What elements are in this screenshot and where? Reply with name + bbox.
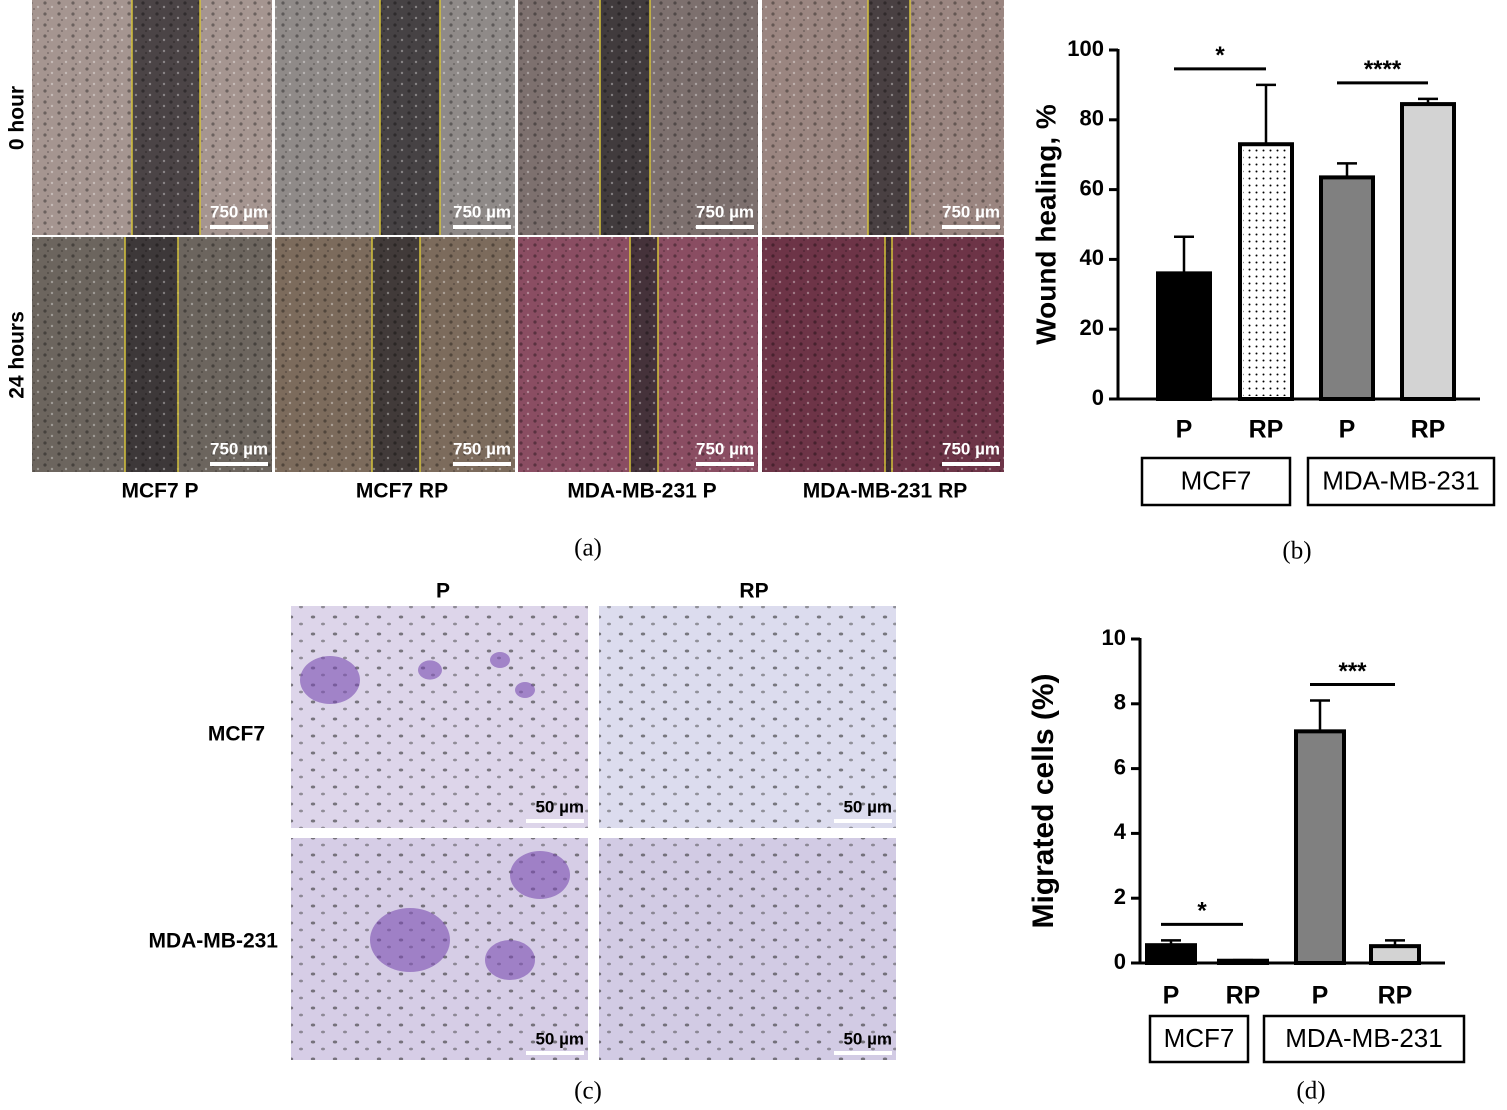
bar [1400, 102, 1456, 401]
scale-bar-label: 750 µm [210, 202, 268, 221]
scale-bar-label: 750 µm [696, 202, 754, 221]
significance-label: **** [1364, 56, 1402, 83]
column-label: RP [739, 580, 768, 603]
column-label: P [436, 580, 450, 603]
texture [762, 0, 1004, 235]
significance-label: * [1197, 898, 1207, 925]
y-tick-label: 0 [1092, 385, 1104, 410]
stained-cells [510, 851, 570, 899]
stained-cells [515, 682, 535, 698]
y-tick-label: 10 [1102, 625, 1126, 650]
row-label: MCF7 [208, 723, 265, 746]
x-tick-label: P [1176, 416, 1193, 444]
group-box [1140, 456, 1292, 507]
scale-bar-label: 750 µm [453, 439, 511, 458]
texture [518, 237, 758, 472]
group-label: MCF7 [1164, 1023, 1235, 1053]
texture [762, 237, 1004, 472]
column-label: MDA-MB-231 RP [803, 480, 968, 503]
bar [1369, 944, 1421, 965]
significance-label: * [1215, 42, 1225, 69]
x-tick-label: RP [1249, 416, 1284, 444]
column-label: MDA-MB-231 P [567, 480, 716, 503]
x-tick-label: P [1163, 982, 1180, 1010]
panel-caption: (b) [1282, 538, 1311, 565]
texture [275, 237, 515, 472]
stained-cells [300, 656, 360, 704]
scale-bar-label: 750 µm [696, 439, 754, 458]
x-tick-label: P [1312, 982, 1329, 1010]
bar [1156, 271, 1212, 401]
texture [32, 0, 272, 235]
bar [1294, 729, 1346, 966]
stained-cells [418, 660, 442, 680]
group-label: MDA-MB-231 [1322, 465, 1479, 495]
panel-caption: (a) [574, 535, 602, 562]
error-bar [1256, 83, 1276, 145]
y-tick-label: 80 [1080, 106, 1104, 131]
scale-bar-label: 50 µm [843, 1029, 892, 1048]
group-box [1262, 1014, 1466, 1064]
row-label: 0 hour [6, 86, 29, 150]
y-tick-label: 60 [1080, 175, 1104, 200]
x-tick-label: P [1339, 416, 1356, 444]
y-tick-label: 4 [1114, 819, 1127, 844]
significance-label: *** [1338, 658, 1367, 685]
y-axis-label: Wound healing, % [1030, 104, 1061, 345]
scale-bar-label: 750 µm [210, 439, 268, 458]
texture [275, 0, 515, 235]
group-box [1306, 456, 1496, 507]
scale-bar-label: 50 µm [535, 797, 584, 816]
error-bar [1310, 699, 1330, 732]
bar [1145, 943, 1197, 965]
bar [1319, 175, 1375, 401]
scale-bar-label: 750 µm [453, 202, 511, 221]
group-label: MDA-MB-231 [1285, 1023, 1442, 1053]
scale-bar-label: 750 µm [942, 439, 1000, 458]
stained-cells [485, 940, 535, 980]
y-axis-label: Migrated cells (%) [1027, 673, 1060, 928]
y-tick-label: 6 [1114, 754, 1126, 779]
y-tick-label: 20 [1080, 315, 1104, 340]
x-tick-label: RP [1226, 982, 1261, 1010]
scale-bar-label: 50 µm [843, 797, 892, 816]
column-label: MCF7 RP [356, 480, 448, 503]
row-label: MDA-MB-231 [148, 930, 278, 953]
stained-cells [490, 652, 510, 668]
y-tick-label: 0 [1114, 949, 1126, 974]
scale-bar-label: 750 µm [942, 202, 1000, 221]
scale-bar-label: 50 µm [535, 1029, 584, 1048]
column-label: MCF7 P [121, 480, 198, 503]
x-tick-label: RP [1411, 416, 1446, 444]
group-label: MCF7 [1181, 465, 1252, 495]
row-label: 24 hours [6, 311, 29, 399]
x-tick-label: RP [1378, 982, 1413, 1010]
y-tick-label: 100 [1067, 36, 1104, 61]
texture [32, 237, 272, 472]
texture [291, 606, 588, 828]
error-bar [1337, 162, 1357, 178]
texture [599, 838, 896, 1060]
panel-caption: (d) [1296, 1078, 1325, 1105]
stained-cells [370, 908, 450, 972]
texture [599, 606, 896, 828]
texture [518, 0, 758, 235]
group-box [1148, 1014, 1250, 1064]
error-bar [1174, 235, 1194, 274]
bar-pattern [1243, 147, 1289, 396]
panel-caption: (c) [574, 1078, 602, 1105]
y-tick-label: 8 [1114, 690, 1126, 715]
y-tick-label: 40 [1080, 245, 1104, 270]
y-tick-label: 2 [1114, 884, 1126, 909]
